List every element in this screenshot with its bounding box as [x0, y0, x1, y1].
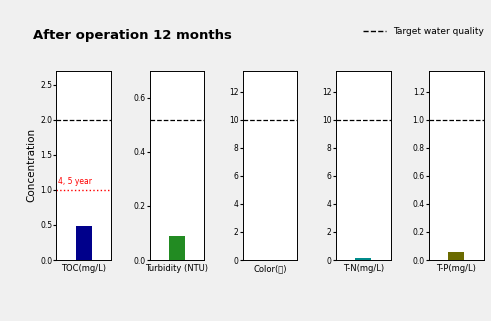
- Bar: [169, 236, 185, 260]
- Text: After operation 12 months: After operation 12 months: [33, 29, 232, 42]
- Legend: Target water quality: Target water quality: [363, 27, 484, 36]
- Bar: [76, 226, 92, 260]
- X-axis label: T-P(mg/L): T-P(mg/L): [436, 264, 476, 273]
- X-axis label: TOC(mg/L): TOC(mg/L): [61, 264, 107, 273]
- Bar: [355, 258, 371, 260]
- Bar: [448, 252, 464, 260]
- X-axis label: Color(도): Color(도): [253, 264, 287, 273]
- Y-axis label: Concentration: Concentration: [26, 128, 36, 202]
- X-axis label: Turbidity (NTU): Turbidity (NTU): [145, 264, 209, 273]
- X-axis label: T-N(mg/L): T-N(mg/L): [343, 264, 383, 273]
- Text: 4, 5 year: 4, 5 year: [58, 178, 92, 187]
